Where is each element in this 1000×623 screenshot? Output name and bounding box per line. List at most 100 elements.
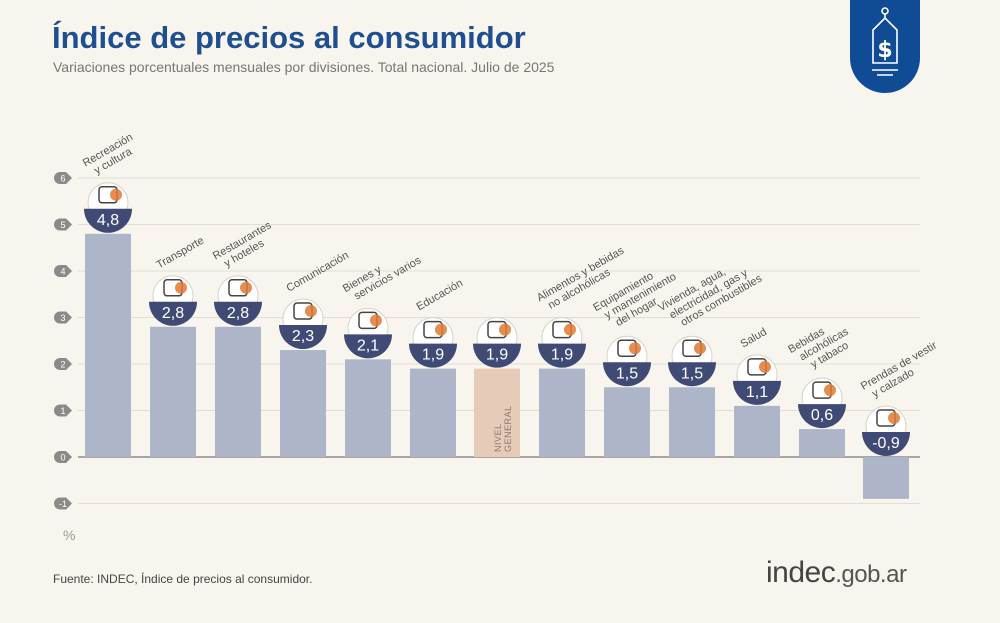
- value-bubble: [473, 343, 521, 368]
- y-tick-marker: [54, 172, 72, 184]
- y-tick-marker: [54, 451, 72, 463]
- y-tick-label: 1: [60, 406, 65, 416]
- price-tag-badge: $: [850, 0, 920, 93]
- category-label: Prendas de vestiry calzado: [859, 339, 945, 403]
- value-bubble: [798, 404, 846, 429]
- car-sube-icon-accent: [175, 281, 187, 294]
- category-label: Bebidasalcohólicasy tabaco: [786, 315, 857, 377]
- value-bubble: [603, 362, 651, 387]
- bar: [863, 457, 909, 499]
- food-icon-accent: [564, 323, 576, 336]
- category-label: Comunicación: [285, 249, 351, 294]
- data-label: 2,8: [162, 305, 184, 322]
- data-label: 2,8: [227, 305, 249, 322]
- data-label: 1,9: [486, 347, 508, 364]
- y-tick-marker: [54, 497, 72, 510]
- plate-cutlery-icon-accent: [240, 281, 252, 294]
- category-label: Salud: [739, 326, 769, 350]
- y-tick-label: 5: [60, 220, 65, 230]
- y-tick-label: -1: [59, 499, 67, 509]
- category-label-line: Comunicación: [285, 249, 351, 294]
- y-tick: 3: [54, 311, 72, 324]
- y-tick: 0: [54, 451, 72, 463]
- logo-main: indec: [766, 556, 836, 589]
- bar: [474, 368, 520, 457]
- shirt-sandal-icon-accent: [888, 412, 900, 424]
- bar-group: -0,9 Prendas de vestiry calzado: [859, 339, 945, 499]
- value-bubble: [409, 343, 457, 368]
- value-bubble: [149, 301, 197, 326]
- value-bubble: [862, 432, 910, 456]
- category-label: Educación: [415, 277, 465, 313]
- notebook-icon-accent: [435, 323, 447, 336]
- y-axis-label: %: [63, 527, 75, 543]
- bar-group: 2,8 Transporte: [149, 235, 206, 457]
- appliance-icon-accent: [629, 342, 641, 355]
- category-label: Recreacióny cultura: [81, 131, 141, 180]
- data-label: 4,8: [97, 212, 119, 229]
- bar-inner-label-line: NIVEL: [493, 423, 503, 452]
- category-label: Restaurantesy hoteles: [211, 219, 280, 273]
- bar: [150, 326, 196, 457]
- data-label: 2,1: [357, 337, 379, 354]
- source-note: Fuente: INDEC, Índice de precios al cons…: [53, 572, 313, 586]
- y-tick: 2: [54, 358, 72, 370]
- bar: [539, 368, 585, 457]
- y-tick-label: 3: [60, 313, 65, 323]
- y-tick-label: 6: [60, 174, 65, 184]
- y-tick-marker: [54, 218, 72, 231]
- bottle-glass-icon-accent: [824, 384, 836, 397]
- page-subtitle: Variaciones porcentuales mensuales por d…: [53, 59, 555, 75]
- y-tick-marker: [54, 265, 72, 277]
- bar: [734, 405, 780, 457]
- value-bubble: [344, 334, 392, 359]
- lightbulb-icon-accent: [694, 342, 706, 355]
- svg-text:$: $: [877, 38, 892, 63]
- data-label: 1,9: [551, 347, 573, 364]
- bar: [215, 326, 261, 457]
- bar-inner-label: NIVELGENERAL: [493, 405, 513, 452]
- price-tag-dollar-icon: $: [872, 7, 898, 76]
- bar: [410, 368, 456, 457]
- y-tick-label: 2: [60, 360, 65, 370]
- bar: [85, 233, 131, 457]
- data-label: 1,9: [422, 347, 444, 364]
- y-tick-label: 4: [60, 267, 65, 277]
- basket-icon-accent: [499, 323, 511, 336]
- bar-group: 0,6 Bebidasalcohólicasy tabaco: [786, 315, 857, 457]
- bar: [669, 387, 715, 457]
- bar-group: 2,8 Restaurantesy hoteles: [211, 219, 280, 457]
- bar: [280, 350, 326, 457]
- y-tick: -1: [54, 497, 72, 510]
- category-label-line: Educación: [415, 277, 465, 313]
- data-label: 1,1: [746, 384, 768, 401]
- category-label-line: Transporte: [155, 235, 207, 272]
- page-title: Índice de precios al consumidor: [52, 20, 526, 55]
- value-bubble: [279, 325, 327, 350]
- medical-cross-icon-accent: [759, 360, 771, 373]
- data-label: 2,3: [292, 328, 314, 345]
- bar-group: 2,3 Comunicación: [279, 249, 351, 457]
- value-bubble: [668, 362, 716, 387]
- y-tick-marker: [54, 404, 72, 417]
- y-tick: 1: [54, 404, 72, 417]
- data-label: -0,9: [872, 435, 900, 452]
- y-tick-marker: [54, 358, 72, 370]
- y-tick-marker: [54, 311, 72, 324]
- data-label: 1,5: [681, 365, 703, 382]
- data-label: 0,6: [811, 407, 833, 424]
- y-tick: 6: [54, 172, 72, 184]
- value-bubble: [214, 301, 262, 326]
- category-label: Vivienda, agua,electricidad, gas yotros …: [656, 252, 764, 335]
- comb-scissors-icon-accent: [370, 314, 382, 327]
- data-label: 1,5: [616, 365, 638, 382]
- phone-icon-accent: [305, 305, 317, 318]
- bar: [345, 359, 391, 457]
- bar: [604, 387, 650, 457]
- category-label-line: Salud: [739, 326, 769, 350]
- bar-inner-label-line: GENERAL: [503, 405, 513, 452]
- category-label: Transporte: [155, 235, 207, 272]
- bar-group: 1,9 Educación: [409, 277, 465, 457]
- category-label: Bienes yservicios varios: [341, 244, 424, 306]
